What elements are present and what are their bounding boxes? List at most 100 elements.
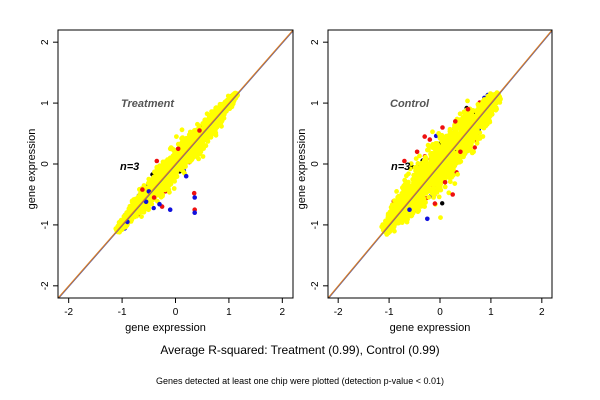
scatter-point <box>440 168 446 174</box>
scatter-point <box>426 161 432 167</box>
y-tick-label: 0 <box>310 161 321 167</box>
scatter-point <box>181 144 187 150</box>
scatter-point <box>434 175 439 181</box>
outlier-point <box>450 192 456 197</box>
scatter-point <box>451 125 457 131</box>
scatter-point <box>472 145 477 150</box>
scatter-point <box>457 133 463 139</box>
scatter-point <box>433 150 439 156</box>
scatter-point <box>479 116 485 122</box>
scatter-point <box>452 181 458 187</box>
scatter-point <box>479 124 485 130</box>
scatter-point <box>416 197 421 203</box>
scatter-point <box>181 169 186 175</box>
scatter-point <box>425 168 430 174</box>
scatter-point <box>429 186 435 192</box>
scatter-point <box>446 190 452 196</box>
outlier-point <box>175 146 181 152</box>
scatter-point <box>164 165 170 171</box>
x-tick-label: 1 <box>488 307 494 318</box>
scatter-point <box>479 120 485 126</box>
scatter-point <box>167 189 172 195</box>
scatter-point <box>467 114 473 120</box>
outlier-point <box>167 207 173 212</box>
scatter-point <box>447 179 453 185</box>
scatter-point <box>413 156 419 162</box>
scatter-point <box>418 204 424 209</box>
scatter-point <box>390 210 395 216</box>
scatter-point <box>419 161 424 166</box>
scatter-point <box>452 161 458 167</box>
x-tick-label: 2 <box>539 307 545 318</box>
scatter-point <box>483 123 489 129</box>
scatter-point <box>187 157 193 162</box>
y-tick-label: 1 <box>40 100 51 106</box>
scatter-point <box>402 177 408 183</box>
outlier-point <box>425 216 430 222</box>
x-tick-label: -1 <box>385 307 394 318</box>
scatter-point <box>448 129 453 135</box>
scatter-point <box>213 132 219 138</box>
outlier-point <box>432 201 438 206</box>
scatter-point <box>146 207 151 213</box>
scatter-point <box>174 134 179 140</box>
scatter-point <box>454 155 460 161</box>
scatter-point <box>438 156 443 162</box>
scatter-point <box>151 205 156 211</box>
scatter-point <box>450 167 456 172</box>
scatter-point <box>430 129 435 135</box>
scatter-point <box>400 185 405 191</box>
scatter-point <box>445 159 450 165</box>
scatter-point <box>179 127 185 133</box>
scatter-point <box>121 214 127 219</box>
detection-footnote: Genes detected at least one chip were pl… <box>156 376 444 386</box>
panel-title: Control <box>390 98 430 110</box>
scatter-point <box>166 175 172 181</box>
outlier-point <box>192 210 197 215</box>
x-tick-label: -2 <box>64 307 73 318</box>
outlier-point <box>192 195 197 200</box>
scatter-point <box>494 100 499 106</box>
scatter-point <box>415 206 420 212</box>
scatter-point <box>473 125 479 131</box>
scatter-point <box>438 215 443 221</box>
scatter-point <box>422 204 427 210</box>
scatter-point <box>186 153 191 159</box>
scatter-point <box>450 152 455 158</box>
scatter-point <box>458 119 463 125</box>
scatter-point <box>217 101 223 107</box>
scatter-point <box>415 161 421 166</box>
scatter-point <box>175 141 181 147</box>
x-tick-label: -2 <box>334 307 343 318</box>
scatter-point <box>190 152 196 157</box>
scatter-point <box>431 193 437 198</box>
x-axis-label: gene expression <box>390 322 471 334</box>
scatter-point <box>171 186 177 191</box>
scatter-point <box>412 201 418 207</box>
scatter-point <box>409 185 415 191</box>
x-tick-label: 0 <box>437 307 443 318</box>
scatter-point <box>412 165 418 170</box>
scatter-point <box>150 176 156 182</box>
x-axis-label: gene expression <box>125 322 206 334</box>
outlier-point <box>402 158 407 164</box>
scatter-point <box>489 111 495 117</box>
y-tick-label: 2 <box>40 39 51 45</box>
panel-control: -2 -1 0 1 2 -2 -1 0 1 2 gene expression gene expres… <box>296 29 553 334</box>
scatter-point <box>399 219 405 225</box>
scatter-point <box>479 101 485 107</box>
scatter-point <box>474 140 480 146</box>
scatter-point <box>435 185 441 190</box>
y-axis-label: gene expression <box>26 129 38 210</box>
x-tick-label: 0 <box>173 307 179 318</box>
scatter-point <box>423 155 429 161</box>
scatter-point <box>398 204 404 209</box>
scatter-point <box>181 158 187 163</box>
scatter-point <box>471 149 476 155</box>
scatter-point <box>170 155 175 160</box>
outlier-point <box>197 128 202 133</box>
scatter-point <box>429 156 435 161</box>
x-tick-label: 2 <box>280 307 286 318</box>
scatter-point <box>433 141 439 146</box>
